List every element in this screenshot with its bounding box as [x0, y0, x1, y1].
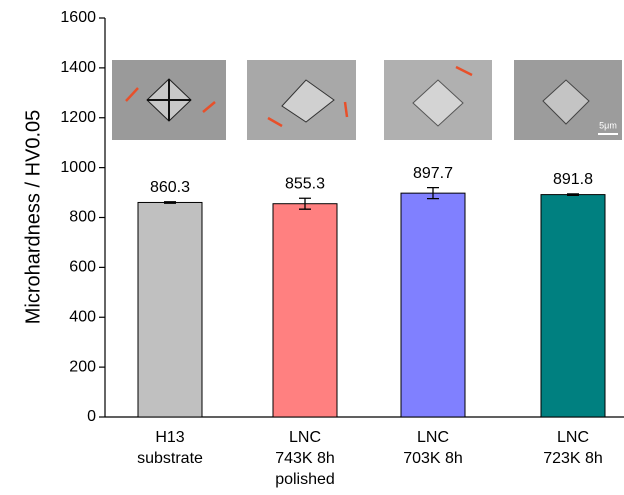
value-label: 855.3 — [285, 175, 325, 192]
bar — [273, 204, 337, 417]
x-tick-label: LNC — [289, 429, 321, 446]
bar — [138, 202, 202, 417]
y-tick-label: 1000 — [60, 159, 96, 176]
bar — [401, 193, 465, 417]
x-tick-label: H13 — [155, 429, 184, 446]
chart: 5μm Microhardness / HV0.05 0 200 400 600 800… — [0, 0, 624, 495]
value-label: 897.7 — [413, 165, 453, 182]
x-tick-label: substrate — [137, 450, 203, 467]
value-label: 891.8 — [553, 171, 593, 188]
y-tick-label: 200 — [69, 358, 96, 375]
bar — [541, 195, 605, 417]
x-tick-label: LNC — [557, 429, 589, 446]
y-axis-label: Microhardness / HV0.05 — [22, 110, 44, 325]
y-tick-label: 1200 — [60, 109, 96, 126]
y-tick-label: 0 — [87, 408, 96, 425]
y-tick-label: 1400 — [60, 59, 96, 76]
value-label: 860.3 — [150, 179, 190, 196]
x-tick-label: LNC — [417, 429, 449, 446]
micrographs — [112, 60, 622, 140]
x-tick-label: polished — [275, 471, 335, 488]
x-tick-label: 743K 8h — [275, 450, 335, 467]
scale-label: 5μm — [599, 120, 617, 130]
y-tick-label: 800 — [69, 209, 96, 226]
x-tick-label: 723K 8h — [543, 450, 603, 467]
y-tick-label: 400 — [69, 308, 96, 325]
y-tick-label: 1600 — [60, 9, 96, 26]
x-tick-label: 703K 8h — [403, 450, 463, 467]
y-tick-label: 600 — [69, 259, 96, 276]
